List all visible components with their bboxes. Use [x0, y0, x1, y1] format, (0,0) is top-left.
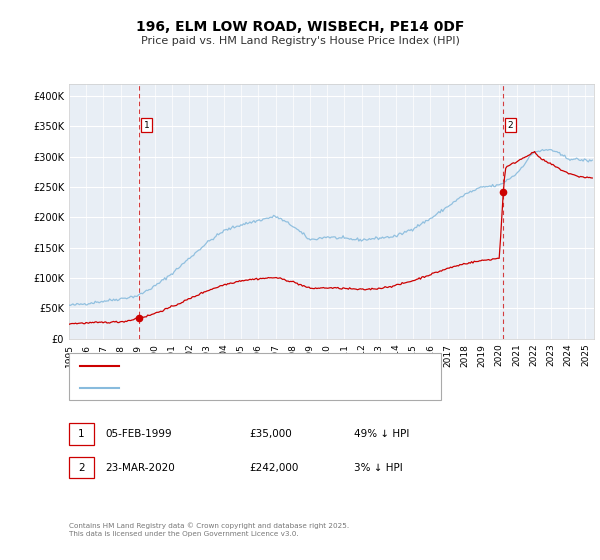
Text: HPI: Average price, detached house, Fenland: HPI: Average price, detached house, Fenl…: [126, 383, 339, 392]
Text: 196, ELM LOW ROAD, WISBECH, PE14 0DF: 196, ELM LOW ROAD, WISBECH, PE14 0DF: [136, 20, 464, 34]
Text: 3% ↓ HPI: 3% ↓ HPI: [354, 463, 403, 473]
Text: Contains HM Land Registry data © Crown copyright and database right 2025.
This d: Contains HM Land Registry data © Crown c…: [69, 522, 349, 536]
Text: 196, ELM LOW ROAD, WISBECH, PE14 0DF (detached house): 196, ELM LOW ROAD, WISBECH, PE14 0DF (de…: [126, 361, 413, 370]
Text: 2: 2: [508, 121, 513, 130]
Text: 49% ↓ HPI: 49% ↓ HPI: [354, 429, 409, 439]
Text: 23-MAR-2020: 23-MAR-2020: [105, 463, 175, 473]
Text: 2: 2: [78, 463, 85, 473]
Text: 1: 1: [144, 121, 149, 130]
Text: Price paid vs. HM Land Registry's House Price Index (HPI): Price paid vs. HM Land Registry's House …: [140, 36, 460, 46]
Text: 05-FEB-1999: 05-FEB-1999: [105, 429, 172, 439]
Text: 1: 1: [78, 429, 85, 439]
Text: £242,000: £242,000: [249, 463, 298, 473]
Text: £35,000: £35,000: [249, 429, 292, 439]
